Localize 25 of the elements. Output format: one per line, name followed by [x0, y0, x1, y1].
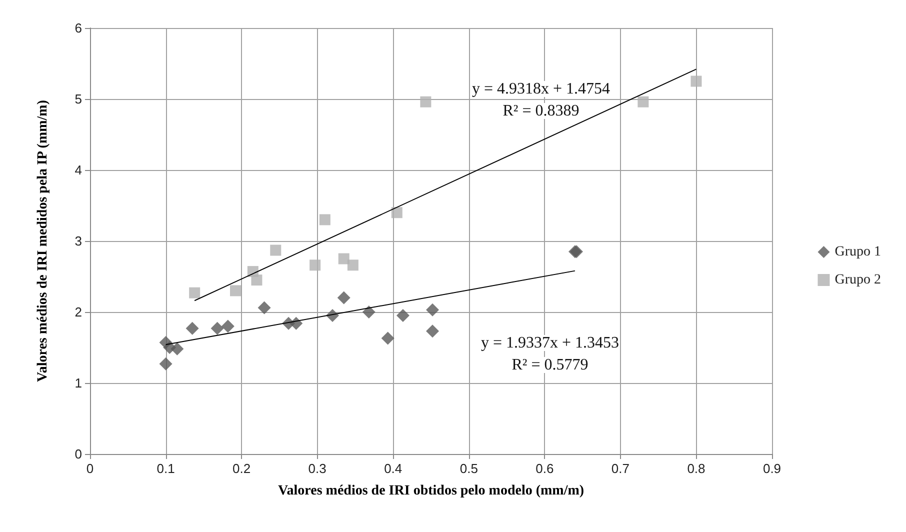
legend-label: Grupo 1	[834, 244, 882, 260]
legend-label: Grupo 2	[834, 272, 882, 288]
y-tick-label: 6	[74, 20, 82, 36]
x-tick-label: 0.9	[762, 461, 782, 476]
annotation: y = 1.9337x + 1.3453	[480, 334, 620, 352]
x-tick-label: 0.2	[232, 461, 251, 476]
y-tick-label: 2	[74, 304, 82, 320]
x-tick-label: 0.8	[687, 461, 706, 476]
y-axis-title: Valores médios de IRI medidos pela IP (mm/m)	[36, 100, 50, 382]
annotation: y = 4.9318x + 1.4754	[472, 80, 610, 98]
y-tick-label: 5	[74, 92, 82, 106]
annotation: R² = 0.5779	[512, 356, 588, 374]
x-tick-label: 0.5	[460, 461, 478, 476]
y-tick-label: 1	[74, 376, 82, 390]
x-tick-label: 0.4	[384, 461, 402, 476]
x-tick-label: 0	[86, 461, 94, 476]
x-tick-label: 0.3	[308, 461, 326, 476]
y-tick-label: 3	[74, 234, 82, 248]
x-tick-label: 0.6	[536, 461, 554, 476]
y-tick-label: 0	[74, 446, 82, 462]
annotation: R² = 0.8389	[502, 102, 580, 120]
x-tick-label: 0.7	[611, 461, 630, 476]
y-tick-label: 4	[74, 162, 82, 178]
x-tick-label: 0.1	[156, 461, 175, 476]
x-axis-title: Valores médios de IRI obtidos pelo modelo (mm/m)	[278, 484, 584, 498]
